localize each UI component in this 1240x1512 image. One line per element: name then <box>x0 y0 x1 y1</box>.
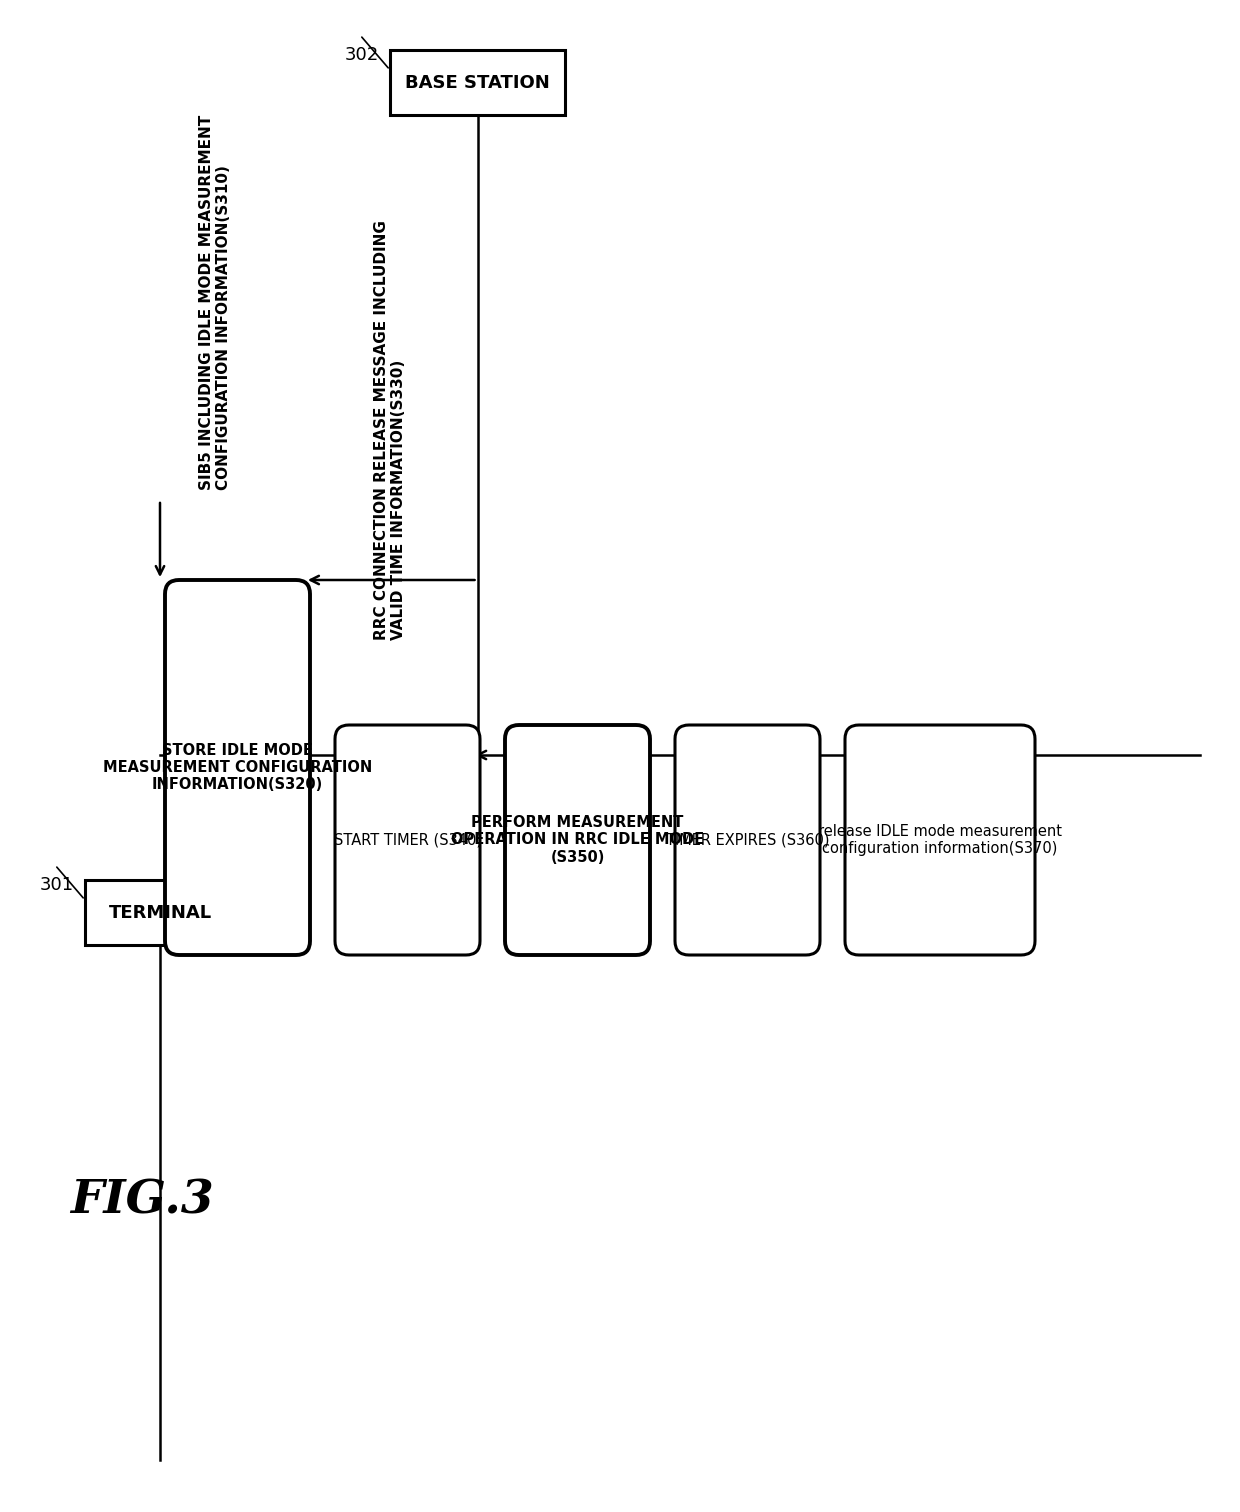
Text: FIG.3: FIG.3 <box>69 1176 213 1223</box>
Text: SIB5 INCLUDING IDLE MODE MEASUREMENT
CONFIGURATION INFORMATION(S310): SIB5 INCLUDING IDLE MODE MEASUREMENT CON… <box>198 115 231 490</box>
Text: STORE IDLE MODE
MEASUREMENT CONFIGURATION
INFORMATION(S320): STORE IDLE MODE MEASUREMENT CONFIGURATIO… <box>103 742 372 792</box>
FancyBboxPatch shape <box>335 724 480 956</box>
Text: PERFORM MEASUREMENT
OPERATION IN RRC IDLE MODE
(S350): PERFORM MEASUREMENT OPERATION IN RRC IDL… <box>451 815 704 865</box>
FancyBboxPatch shape <box>844 724 1035 956</box>
Text: 301: 301 <box>40 875 74 894</box>
FancyBboxPatch shape <box>505 724 650 956</box>
Text: TIMER EXPIRES (S360): TIMER EXPIRES (S360) <box>666 833 830 848</box>
FancyBboxPatch shape <box>165 581 310 956</box>
FancyBboxPatch shape <box>86 880 236 945</box>
Text: BASE STATION: BASE STATION <box>405 74 549 92</box>
Text: TERMINAL: TERMINAL <box>108 904 212 921</box>
Text: release IDLE mode measurement
configuration information(S370): release IDLE mode measurement configurat… <box>818 824 1061 856</box>
FancyBboxPatch shape <box>391 50 565 115</box>
Text: 302: 302 <box>345 45 379 64</box>
FancyBboxPatch shape <box>675 724 820 956</box>
Text: START TIMER (S340): START TIMER (S340) <box>334 833 481 848</box>
Text: RRC CONNECTION RELEASE MESSAGE INCLUDING
VALID TIME INFORMATION(S330): RRC CONNECTION RELEASE MESSAGE INCLUDING… <box>373 221 407 640</box>
